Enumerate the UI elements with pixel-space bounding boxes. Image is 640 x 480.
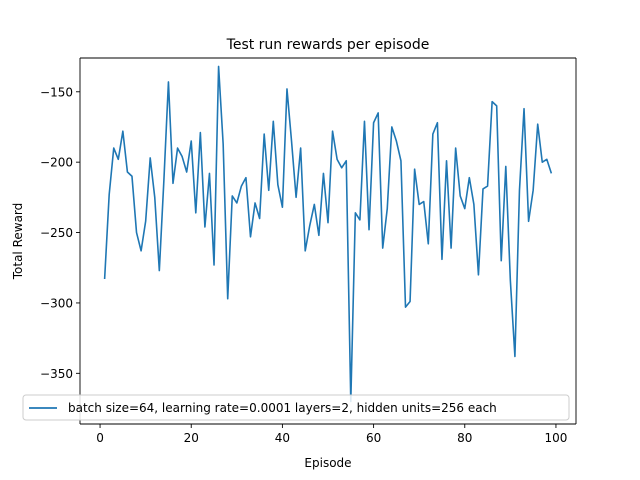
y-tick-label: −300 xyxy=(40,296,73,310)
x-tick-label: 80 xyxy=(457,431,472,445)
ticks: 0 20 40 60 80 100 −350 −300 −250 −200 −150 xyxy=(40,85,567,445)
y-tick-label: −250 xyxy=(40,226,73,240)
x-tick-label: 100 xyxy=(544,431,567,445)
plot-area xyxy=(80,58,576,424)
series-layer xyxy=(103,65,553,403)
axes xyxy=(79,57,577,425)
chart-title: Test run rewards per episode xyxy=(226,37,430,53)
x-tick-label: 20 xyxy=(184,431,199,445)
x-tick-label: 40 xyxy=(275,431,290,445)
y-tick-label: −200 xyxy=(40,156,73,170)
legend-box xyxy=(22,394,570,421)
y-tick-label: −350 xyxy=(40,367,73,381)
x-tick-label: 60 xyxy=(366,431,381,445)
y-axis-label: Total Reward xyxy=(11,203,25,281)
legend-label: batch size=64, learning rate=0.0001 laye… xyxy=(68,401,497,415)
y-tick-label: −150 xyxy=(40,85,73,99)
legend: batch size=64, learning rate=0.0001 laye… xyxy=(22,394,570,421)
series-line-0 xyxy=(103,65,553,403)
x-tick-label: 0 xyxy=(96,431,104,445)
x-axis-label: Episode xyxy=(304,456,351,470)
